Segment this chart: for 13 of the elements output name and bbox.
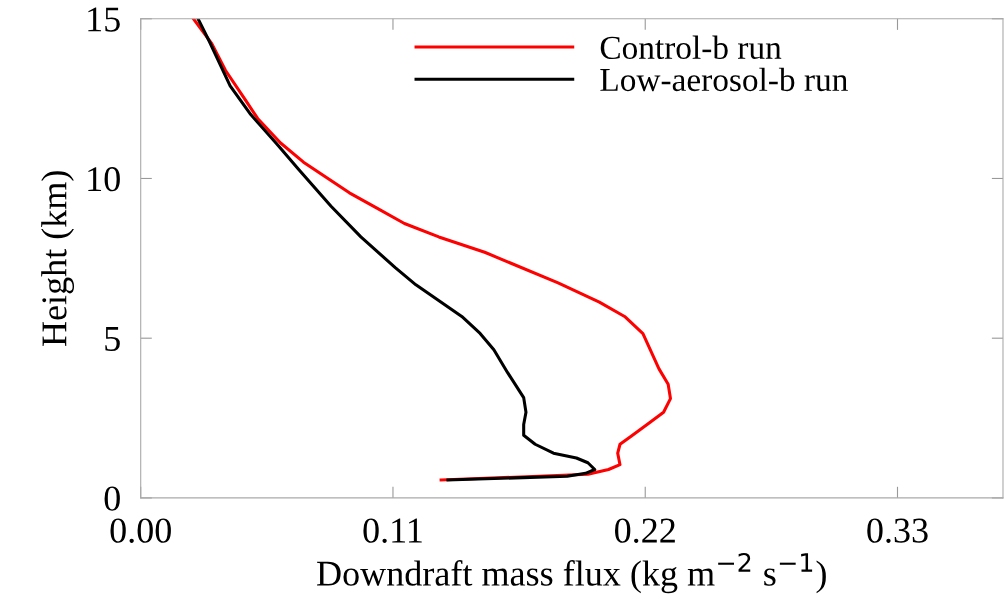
x-tick-label: 0.11 [363,518,422,543]
y-tick-label: 15 [88,7,120,32]
x-axis-title: Downdraft mass flux (kg m$^{−2}$ s$^{−1}$) [317,552,826,594]
y-tick-label: 10 [88,166,120,192]
y-tick-label: 0 [104,486,120,511]
legend-label: Low-aerosol-b run [600,67,848,92]
y-axis-title: Height (km) [41,171,75,347]
legend-label: Control-b run [600,35,782,60]
x-tick-label: 0.22 [615,518,675,543]
x-tick-label: 0.00 [110,518,171,543]
y-tick-label: 5 [105,327,120,352]
line-series [196,18,597,482]
x-tick-label: 0.33 [867,518,928,543]
